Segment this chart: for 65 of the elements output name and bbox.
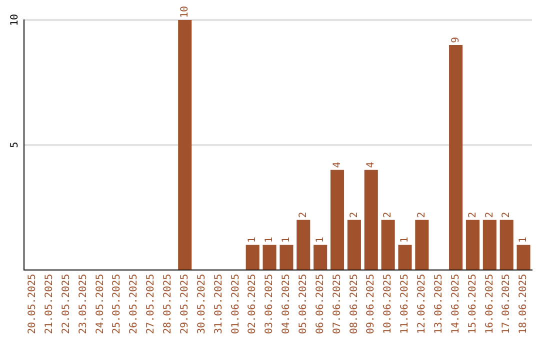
data-label: 1: [247, 236, 258, 243]
x-tick-label: 09.06.2025: [366, 274, 377, 334]
x-tick-label: 17.06.2025: [501, 274, 512, 334]
x-tick-label: 31.05.2025: [213, 274, 224, 334]
x-tick-label: 01.06.2025: [230, 274, 242, 334]
data-label: 1: [314, 236, 326, 243]
bar: [466, 220, 480, 270]
data-label: 1: [518, 236, 530, 243]
x-tick-label: 24.05.2025: [94, 274, 106, 334]
x-tick-label: 11.06.2025: [400, 274, 411, 334]
data-label: 2: [348, 212, 360, 218]
data-label: 2: [484, 212, 496, 218]
bar: [482, 220, 496, 270]
x-tick-label: 05.06.2025: [298, 274, 309, 334]
x-tick-label: 04.06.2025: [281, 274, 292, 334]
bar: [330, 170, 344, 270]
bar: [516, 244, 530, 270]
data-label: 4: [366, 162, 377, 168]
data-label: 2: [382, 212, 394, 218]
x-tick-label: 23.05.2025: [78, 274, 89, 334]
bar: [314, 244, 328, 270]
x-tick-label: 27.05.2025: [146, 274, 157, 334]
bar: [364, 170, 378, 270]
bar: [178, 20, 192, 270]
bar: [398, 244, 412, 270]
y-tick-label: 5: [10, 142, 21, 148]
x-tick-label: 12.06.2025: [416, 274, 428, 334]
bar: [246, 244, 260, 270]
x-tick-label: 07.06.2025: [332, 274, 343, 334]
bar: [415, 220, 429, 270]
x-tick-label: 08.06.2025: [348, 274, 360, 334]
data-label: 2: [298, 212, 309, 218]
x-tick-label: 15.06.2025: [467, 274, 478, 334]
x-tick-label: 21.05.2025: [44, 274, 55, 334]
bar: [381, 220, 395, 270]
bar: [347, 220, 361, 270]
x-tick-label: 26.05.2025: [128, 274, 140, 334]
x-tick-label: 13.06.2025: [433, 274, 444, 334]
data-label: 1: [281, 236, 292, 243]
data-label: 2: [501, 212, 512, 218]
bar: [449, 44, 463, 270]
bar: [500, 220, 514, 270]
data-label: 9: [450, 36, 462, 43]
data-label: 10: [179, 6, 190, 18]
x-tick-label: 03.06.2025: [264, 274, 276, 334]
x-tick-label: 16.06.2025: [484, 274, 496, 334]
data-label: 4: [332, 162, 343, 168]
x-tick-label: 02.06.2025: [247, 274, 258, 334]
x-tick-label: 06.06.2025: [314, 274, 326, 334]
x-tick-label: 14.06.2025: [450, 274, 462, 334]
data-label: 2: [467, 212, 478, 218]
x-tick-label: 10.06.2025: [382, 274, 394, 334]
x-tick-label: 28.05.2025: [162, 274, 174, 334]
x-tick-label: 30.05.2025: [196, 274, 208, 334]
x-tick-label: 20.05.2025: [27, 274, 38, 334]
data-label: 1: [400, 236, 411, 243]
x-tick-label: 18.06.2025: [518, 274, 530, 334]
data-label: 2: [416, 212, 428, 218]
x-tick-label: 29.05.2025: [179, 274, 190, 334]
x-tick-label: 25.05.2025: [112, 274, 123, 334]
bar: [296, 220, 310, 270]
bar: [262, 244, 276, 270]
data-label: 1: [264, 236, 276, 243]
x-tick-label: 22.05.2025: [60, 274, 72, 334]
bar: [280, 244, 294, 270]
